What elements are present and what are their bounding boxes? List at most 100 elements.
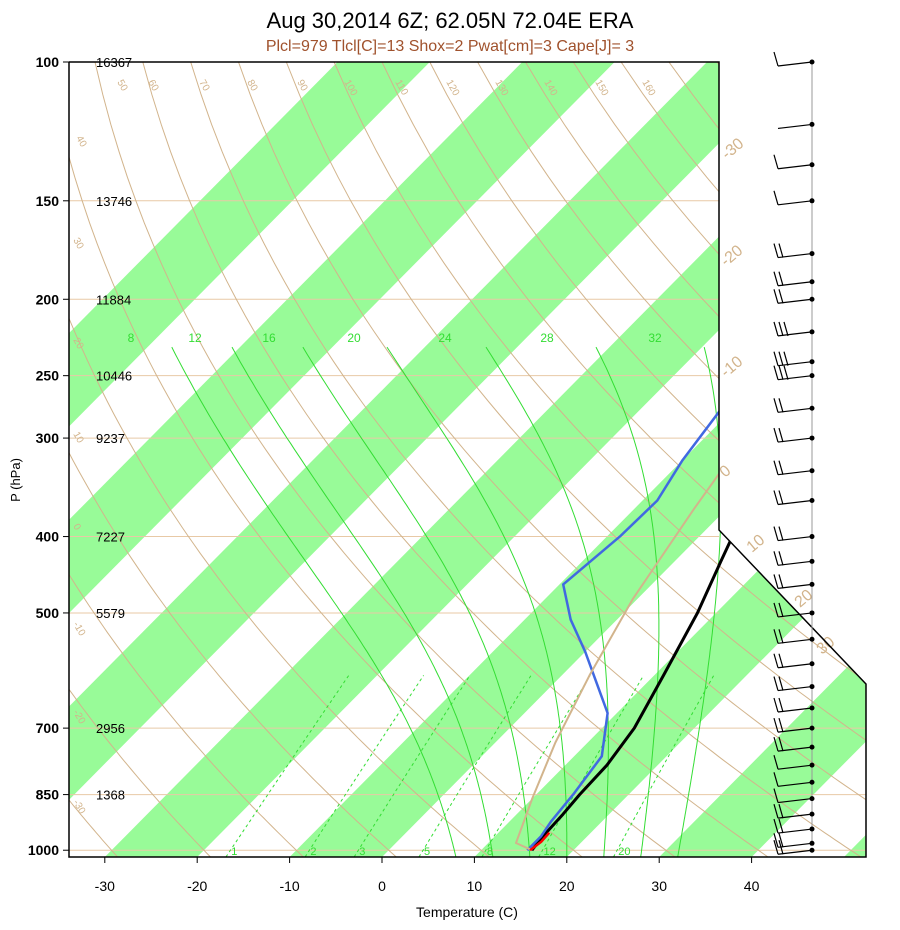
dry-adiabat [69, 62, 408, 857]
wind-barb-flag [773, 629, 779, 644]
x-tick-label: 10 [467, 878, 483, 894]
wind-barb-staff [777, 470, 813, 476]
height-label: 16367 [96, 55, 132, 70]
wind-barb-staff [777, 638, 813, 644]
y-tick-label: 700 [36, 720, 60, 736]
wind-barb-flag [778, 289, 784, 304]
moist-adiabat [171, 346, 457, 857]
wind-barb-flag [773, 840, 779, 855]
wind-barb-staff [777, 764, 813, 770]
wind-barb-flag [778, 833, 784, 848]
wind-barb-flag [773, 321, 779, 337]
dry-adiabat [429, 62, 866, 857]
wind-barb-flag [773, 154, 779, 169]
height-label: 5579 [96, 606, 125, 621]
moist-adiabat-label: 32 [648, 331, 662, 345]
dry-adiabat [381, 62, 866, 857]
wind-barb-flag [783, 365, 789, 380]
mixing-ratio-line [353, 675, 471, 857]
x-tick-label: 0 [378, 878, 386, 894]
moist-adiabat-label: 24 [438, 331, 452, 345]
height-label: 1368 [96, 788, 125, 803]
wind-barb-flag [778, 629, 784, 644]
wind-barb-flag [773, 833, 779, 848]
dry-adiabat [142, 62, 783, 857]
dry-adiabat [285, 62, 866, 857]
height-label: 10446 [96, 369, 132, 384]
x-tick-label: -30 [95, 878, 115, 894]
mixing-ratio-label: 1 [231, 846, 237, 858]
wind-barb-staff [777, 746, 813, 752]
moist-adiabat [231, 346, 494, 857]
wind-barb-flag [773, 460, 779, 475]
dry-adiabat-label: -30 [70, 798, 87, 816]
y-tick-label: 300 [36, 430, 60, 446]
plot-border [68, 61, 867, 858]
dry-adiabat [69, 62, 127, 857]
dry-adiabat-label: 40 [73, 134, 88, 150]
mixing-ratio-label: 20 [618, 846, 630, 858]
wind-barb-staff [777, 331, 813, 337]
dry-adiabat-label: 70 [196, 78, 211, 94]
isotherm-band [69, 62, 430, 857]
isotherm-band [69, 62, 615, 857]
wind-barb-staff [777, 727, 813, 733]
wind-barb-flag [773, 788, 779, 803]
wind-barb-flag [773, 398, 779, 413]
wind-barb-staff [777, 298, 813, 304]
isotherm-label: -10 [718, 353, 747, 381]
wind-barb-flag [773, 365, 779, 380]
wind-barb-flag [773, 653, 779, 668]
wind-barb-flag [773, 803, 779, 819]
wind-barb-flag [778, 840, 784, 855]
wind-barb-staff [777, 499, 813, 506]
wind-barb-flag [778, 243, 784, 258]
height-label: 13746 [96, 194, 132, 209]
mixing-ratio-line [481, 675, 591, 857]
x-tick-label: 30 [651, 878, 667, 894]
isotherm-band [69, 62, 800, 857]
moist-adiabat-label: 12 [188, 331, 202, 345]
moist-adiabat [485, 346, 609, 857]
y-tick-label: 850 [36, 787, 60, 803]
wind-barb-flag [778, 717, 784, 733]
wind-barb-flag [773, 772, 779, 787]
wind-barb-staff [777, 781, 813, 787]
dry-adiabat-label: 160 [639, 78, 657, 98]
dry-adiabat-label: 120 [443, 78, 461, 98]
wind-barb-staff [777, 123, 813, 130]
wind-barb-staff [777, 685, 813, 692]
x-tick-label: -20 [187, 878, 207, 894]
moist-adiabat [677, 346, 722, 857]
moist-adiabat-label: 8 [128, 331, 135, 345]
wind-barb-flag [773, 490, 779, 505]
isotherm-label: 20 [792, 587, 817, 612]
wind-barb-flag [773, 602, 779, 618]
isotherm-band [474, 62, 866, 857]
chart-title: Aug 30,2014 6Z; 62.05N 72.04E ERA [266, 8, 634, 33]
height-label: 2956 [96, 721, 125, 736]
wind-barb-flag [778, 526, 784, 541]
wind-barb-staff [777, 164, 813, 170]
wind-barb-flag [773, 526, 779, 541]
wind-barb-flag [773, 271, 779, 286]
wind-barb-staff [777, 375, 813, 381]
y-tick-label: 250 [36, 368, 60, 384]
mixing-ratio-line [538, 675, 645, 857]
wind-barb-flag [783, 351, 789, 366]
y-tick-label: 150 [36, 193, 60, 209]
x-axis-label: Temperature (C) [416, 904, 518, 920]
moist-adiabat [302, 346, 531, 857]
wind-barb-flag [778, 398, 784, 413]
wind-barb-flag [778, 460, 784, 475]
wind-barb-staff [777, 61, 813, 67]
isotherm-label: 30 [814, 634, 839, 659]
wind-barb-flag [778, 736, 784, 752]
wind-barb-flag [778, 321, 784, 337]
dry-adiabat-label: 20 [70, 336, 85, 352]
moist-adiabat-label: 20 [347, 331, 361, 345]
y-tick-label: 400 [36, 529, 60, 545]
